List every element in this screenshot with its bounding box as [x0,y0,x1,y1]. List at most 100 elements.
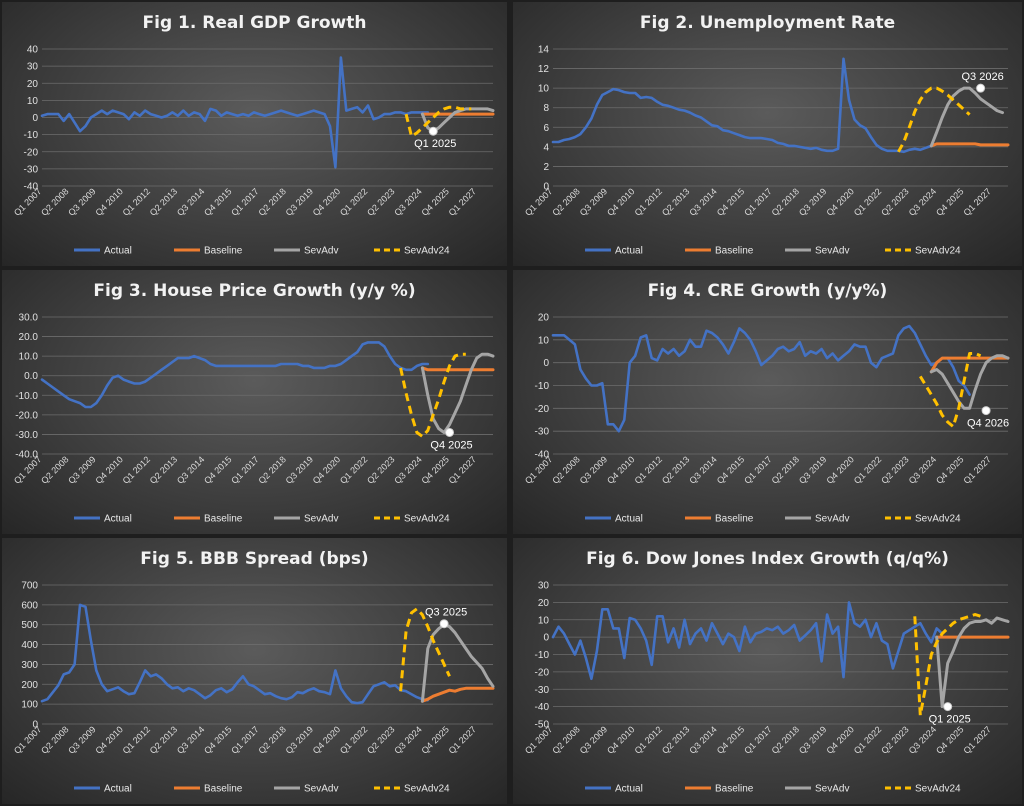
x-tick-label: Q4 2020 [311,186,342,217]
x-tick-label: Q2 2023 [365,454,396,485]
x-tick-label: Q3 2019 [284,186,315,217]
x-tick-label: Q3 2014 [175,724,206,755]
x-tick-label: Q3 2024 [907,724,938,755]
x-tick-label: Q2 2013 [660,186,691,217]
legend-label: Actual [615,514,643,525]
chart-panel-1: Fig 1. Real GDP Growth 40 30 20 10 0 -10 -20 -30… [2,2,507,266]
y-axis: 30 20 10 0 -10 -20 -30 -40 -50 [535,581,1008,731]
x-tick-label: Q4 2015 [202,454,233,485]
x-tick-label: Q1 2022 [338,186,369,217]
legend: Actual Baseline SevAdv SevAdv24 [74,784,450,795]
y-tick-label: 400 [21,640,38,651]
y-tick-label: -40 [24,182,39,193]
x-tick-label: Q4 2025 [934,186,965,217]
y-tick-label: 10 [538,335,550,346]
x-tick-label: Q2 2023 [365,724,396,755]
chart-svg: Fig 6. Dow Jones Index Growth (q/q%) 30 20… [523,549,1010,795]
x-tick-label: Q3 2019 [284,724,315,755]
y-tick-label: 20 [538,313,550,324]
x-tick-label: Q2 2008 [550,724,581,755]
x-tick-label: Q4 2010 [605,186,636,217]
x-tick-label: Q1 2027 [961,186,992,217]
series-line-sevadv [929,86,1004,148]
x-tick-label: Q1 2027 [447,724,478,755]
chart-panel-2: Fig 2. Unemployment Rate 14 12 10 8 6 4 2 0 Q1 20… [513,2,1022,266]
y-tick-label: 20.0 [19,332,39,343]
series-line-actual [40,603,430,705]
y-tick-label: 30 [538,581,550,592]
y-tick-label: 2 [543,162,549,173]
x-tick-label: Q2 2008 [39,724,70,755]
y-tick-label: -10 [535,381,550,392]
y-tick-label: 10.0 [19,352,39,363]
series-line-baseline [929,356,1010,374]
x-tick-label: Q1 2027 [961,454,992,485]
series-line-sevadv24 [399,352,466,438]
y-tick-label: 10 [538,615,550,626]
x-tick-label: Q3 2009 [66,454,97,485]
x-tick-label: Q1 2027 [961,724,992,755]
y-tick-label: 300 [21,660,38,671]
y-tick-label: 40 [27,45,39,56]
x-tick-label: Q2 2018 [770,724,801,755]
x-tick-label: Q3 2024 [392,186,423,217]
x-tick-label: Q1 2017 [742,186,773,217]
x-tick-label: Q1 2012 [633,724,664,755]
legend-label: SevAdv24 [915,784,961,795]
x-tick-label: Q2 2023 [879,454,910,485]
y-tick-label: 10 [538,84,550,95]
y-tick-label: -20.0 [15,410,38,421]
legend-label: Actual [615,246,643,257]
chart-title: Fig 4. CRE Growth (y/y%) [648,281,888,301]
y-tick-label: -10.0 [15,391,38,402]
y-tick-label: 200 [21,680,38,691]
x-tick-label: Q3 2024 [907,454,938,485]
chart-title: Fig 3. House Price Growth (y/y %) [93,281,415,301]
annotation-point [445,427,455,437]
x-tick-label: Q3 2009 [578,186,609,217]
chart-panel-5: Fig 5. BBB Spread (bps) 700 600 500 400 300 20… [2,538,507,804]
x-tick-label: Q4 2010 [93,454,124,485]
x-tick-label: Q1 2022 [338,724,369,755]
x-tick-label: Q2 2013 [660,454,691,485]
x-tick-label: Q1 2012 [121,724,152,755]
x-tick-label: Q4 2015 [715,454,746,485]
series-line-baseline [420,686,495,703]
x-tick-label: Q1 2022 [338,454,369,485]
y-tick-label: 600 [21,600,38,611]
legend-label: SevAdv [815,784,849,795]
y-tick-label: 30 [27,62,39,73]
legend-label: Baseline [204,246,243,257]
y-tick-label: -20 [535,667,550,678]
x-tick-label: Q3 2014 [687,454,718,485]
y-tick-label: -10 [535,650,550,661]
x-tick-label: Q1 2017 [229,454,260,485]
x-tick-label: Q3 2024 [907,186,938,217]
chart-title: Fig 2. Unemployment Rate [640,13,895,33]
legend: Actual Baseline SevAdv SevAdv24 [585,784,961,795]
series-line-sevadv24 [404,105,472,138]
x-tick-label: Q4 2025 [934,724,965,755]
x-tick-label: Q1 2022 [852,724,883,755]
chart-title: Fig 1. Real GDP Growth [143,13,367,33]
x-tick-label: Q2 2023 [365,186,396,217]
y-tick-label: 0 [543,358,549,369]
chart-svg: Fig 3. House Price Growth (y/y %) 30.0 20.… [12,281,495,525]
y-axis: 30.0 20.0 10.0 0.0 -10.0 -20.0 -30.0 -40.0 [15,313,493,461]
y-tick-label: -20 [24,147,39,158]
legend: Actual Baseline SevAdv SevAdv24 [585,514,961,525]
annotation-label: Q3 2026 [961,71,1003,83]
y-tick-label: 20 [27,79,39,90]
legend-label: Actual [104,246,132,257]
x-tick-label: Q2 2008 [39,454,70,485]
x-tick-label: Q1 2017 [742,724,773,755]
x-tick-label: Q1 2022 [852,454,883,485]
x-tick-label: Q2 2023 [879,724,910,755]
x-tick-label: Q4 2025 [419,454,450,485]
x-tick-label: Q3 2019 [797,724,828,755]
legend-label: SevAdv24 [404,514,450,525]
annotation-label: Q3 2025 [425,607,467,619]
